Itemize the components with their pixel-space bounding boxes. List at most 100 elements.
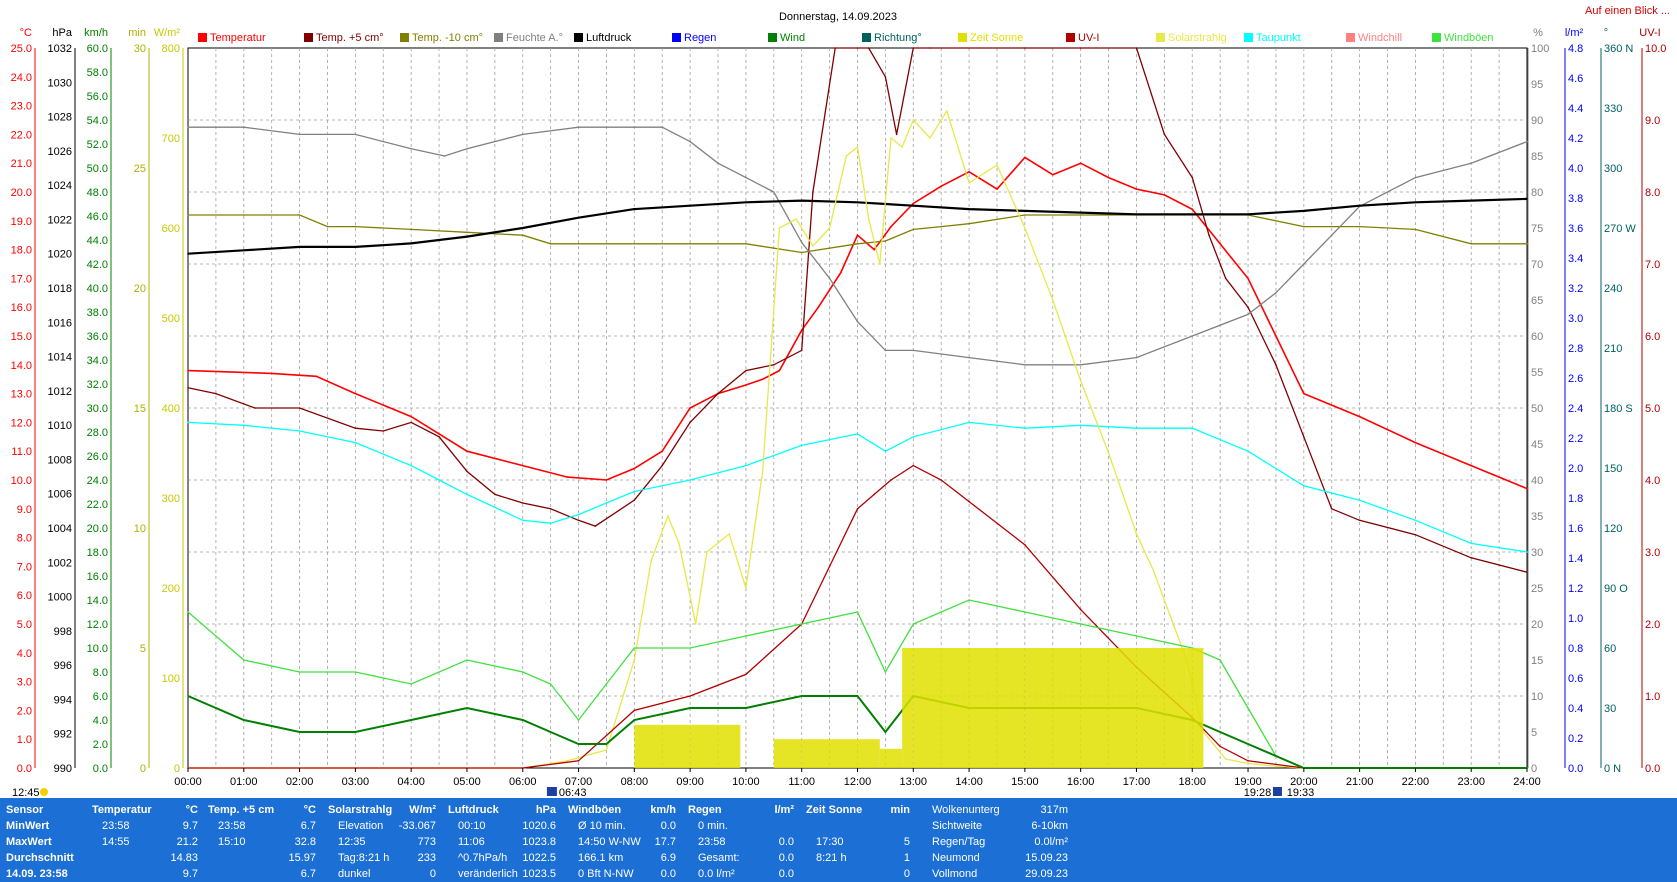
series-point — [1470, 464, 1472, 467]
time-tick-label: 22:00 — [1402, 776, 1430, 788]
stats-cell-value: 0.0l/m² — [1034, 836, 1068, 848]
stats-cell-label: 23:58 — [218, 820, 246, 832]
right-axis-tick: 2.6 — [1568, 373, 1583, 385]
stats-cell-value: 15.97 — [288, 852, 316, 864]
series-point — [410, 242, 413, 245]
stats-cell-row — [806, 818, 914, 834]
series-point — [1191, 335, 1194, 337]
left-axis-tick: 0 — [140, 763, 146, 775]
legend-label: Temperatur — [210, 32, 266, 44]
legend-label: Temp. -10 cm° — [412, 32, 483, 44]
series-point — [354, 671, 357, 673]
right-axis-unit: % — [1533, 27, 1543, 39]
left-axis-unit: min — [128, 27, 146, 39]
stats-cell-value: 5 — [903, 836, 910, 848]
series-point — [1303, 225, 1305, 228]
left-axis-tick: 1.0 — [17, 734, 32, 746]
stats-header-unit: W/m² — [409, 804, 436, 816]
left-axis-tick: 200 — [162, 583, 180, 595]
series-point — [773, 364, 775, 366]
overview-link[interactable]: Auf einen Blick ... — [1585, 5, 1670, 17]
series-point — [410, 421, 413, 424]
series-point — [410, 683, 413, 685]
stats-cell-row: 0.0 l/m² 0.0 — [688, 866, 798, 882]
series-point — [689, 479, 691, 481]
stats-header-label: Windböen — [568, 804, 622, 816]
right-axis-tick: 2.8 — [1568, 343, 1583, 355]
stats-cell-label: Tag:8:21 h — [338, 852, 390, 864]
legend-swatch — [494, 33, 503, 42]
stats-cell-label: Sichtweite — [932, 820, 983, 832]
series-point — [522, 502, 524, 504]
left-axes: °C 25.0 24.0 23.0 22.0 21.0 20.0 19.0 18.0 17.0 16… — [11, 27, 184, 775]
series-point — [522, 719, 524, 721]
left-axis-tick: 21.0 — [11, 158, 32, 170]
stats-column-header: Luftdruck hPa — [448, 802, 560, 818]
series-point — [187, 611, 189, 613]
left-axis-tick: 100 — [162, 673, 180, 685]
left-axis-tick: 1020 — [48, 249, 72, 261]
series-point — [968, 182, 970, 184]
right-axis-tick: 80 — [1531, 187, 1543, 199]
time-tick-label: 18:00 — [1178, 776, 1206, 788]
left-axis-tick: 60.0 — [87, 43, 108, 55]
right-axis-unit: l/m² — [1565, 27, 1584, 39]
series-line — [188, 109, 1527, 769]
series-point — [800, 349, 803, 352]
series-point — [856, 695, 859, 697]
stats-header-unit: °C — [303, 804, 316, 816]
series-point — [298, 407, 301, 409]
series-point — [354, 225, 357, 228]
series-point — [800, 329, 803, 332]
series-point — [1414, 201, 1417, 204]
sun-time-bar — [902, 648, 914, 768]
left-axis-tick: 1006 — [48, 489, 72, 501]
left-axis-tick: 10.0 — [87, 643, 108, 655]
legend-label: Wind — [780, 32, 805, 44]
left-axis-tick: 52.0 — [87, 139, 108, 151]
series-point — [890, 479, 892, 481]
series-point — [856, 234, 859, 236]
current-time-marker — [40, 788, 48, 796]
stats-cell-row: 166.1 km 6.9 — [568, 850, 680, 866]
series-point — [187, 252, 189, 255]
series-point — [1414, 228, 1417, 231]
stats-cell-label: 11:06 — [458, 836, 485, 848]
right-axis-tick: 5 — [1531, 727, 1537, 739]
right-axis-tick: 4.0 — [1645, 475, 1660, 487]
series-point — [1107, 176, 1110, 179]
time-tick-label: 07:00 — [565, 776, 593, 788]
series-point — [494, 493, 496, 496]
left-axis-tick: 19.0 — [11, 216, 32, 228]
right-axis-tick: 0.8 — [1568, 643, 1583, 655]
series-point — [884, 450, 887, 453]
stats-cell-value: 317m — [1040, 804, 1068, 816]
stats-cell-row: 23:58 6.7 — [208, 818, 320, 834]
series-line — [188, 464, 1527, 769]
stats-cell-value: 6.9 — [660, 852, 676, 864]
left-axis-tick: 12.0 — [87, 619, 108, 631]
left-axis-tick: 30.0 — [87, 403, 108, 415]
stats-row-labels: Sensor MinWert MaxWert Durchschnitt 14.09. 2… — [6, 802, 88, 882]
series-point — [522, 671, 524, 673]
series-point — [1526, 487, 1528, 490]
series-point — [728, 533, 730, 535]
series-point — [566, 476, 569, 478]
series-point — [778, 369, 781, 372]
series-point — [856, 243, 859, 245]
series-point — [187, 421, 189, 424]
series-point — [717, 162, 719, 164]
sun-time-bar — [634, 724, 691, 768]
stats-cell-value: 0.0 — [660, 868, 676, 880]
time-tick-label: 20:00 — [1290, 776, 1318, 788]
series-point — [187, 214, 189, 216]
series-point — [605, 749, 608, 751]
series-point — [694, 623, 697, 625]
left-axis-tick: 16.0 — [11, 302, 32, 314]
time-tick-label: 15:00 — [1011, 776, 1039, 788]
stats-cell-label: Regen/Tag — [932, 836, 986, 848]
series-point — [884, 240, 887, 242]
series-point — [410, 228, 413, 231]
series-point — [773, 191, 775, 193]
stats-row-label: Durchschnitt — [6, 852, 74, 864]
